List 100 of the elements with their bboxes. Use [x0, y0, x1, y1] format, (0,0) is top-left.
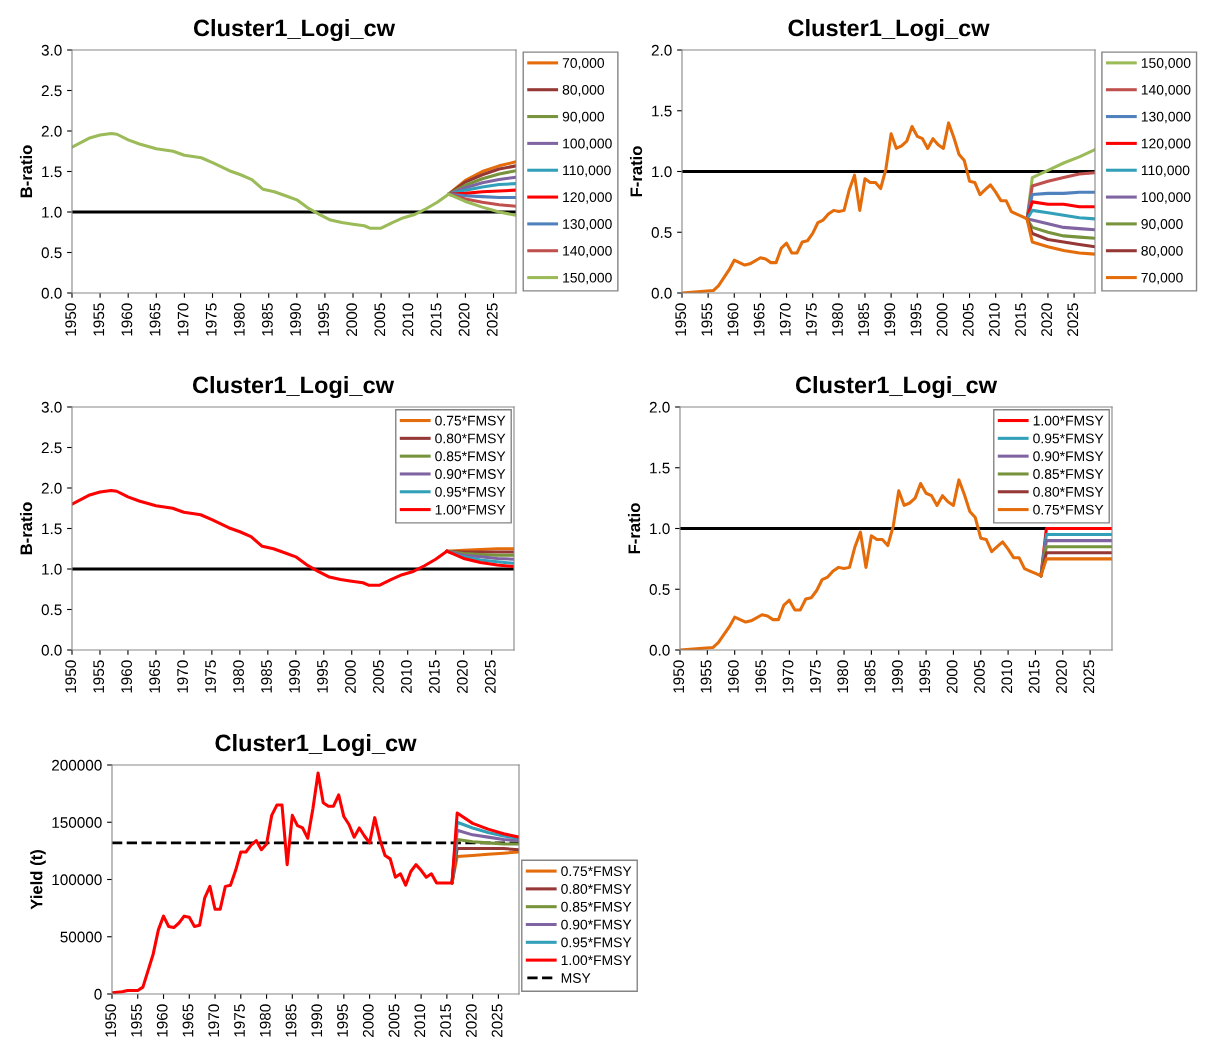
x-tick-label: 2010	[1001, 660, 1013, 693]
x-tick-label: 1990	[290, 303, 301, 336]
x-tick-label: 1985	[858, 303, 870, 336]
legend-label: 0.85*FMSY	[561, 901, 632, 912]
x-tick-label: 1975	[205, 660, 216, 693]
legend-label: 110,000	[1141, 165, 1190, 177]
legend-label: 0.75*FMSY	[435, 415, 506, 426]
x-tick-label: 2015	[1015, 303, 1026, 336]
x-tick-label: 2005	[962, 303, 974, 336]
x-tick-label: 2010	[414, 1004, 426, 1037]
legend-label: 0.85*FMSY	[435, 451, 506, 462]
x-tick-label: 1975	[805, 303, 817, 336]
legend-label: 100,000	[1141, 192, 1191, 204]
x-tick-label: 1965	[149, 660, 161, 693]
legend-label: 70,000	[1141, 272, 1183, 285]
x-tick-label: 1995	[919, 660, 931, 693]
x-tick-label: 2025	[486, 303, 498, 336]
y-tick-label: 3.0	[41, 401, 62, 413]
legend-label: 130,000	[1141, 111, 1191, 124]
x-tick-label: 1980	[837, 660, 849, 693]
legend-label: 80,000	[1141, 245, 1183, 258]
legend-label: 0.95*FMSY	[561, 937, 632, 948]
x-tick-label: 1955	[700, 660, 712, 693]
x-tick-label: 1990	[311, 1004, 323, 1037]
y-tick-label: 2.0	[41, 125, 62, 137]
y-axis-title: F-ratio	[629, 146, 643, 197]
x-tick-label: 2025	[1083, 660, 1095, 693]
x-tick-label: 1980	[233, 660, 244, 693]
y-tick-label: 0.0	[651, 287, 672, 299]
y-tick-label: 0.5	[41, 604, 62, 616]
y-tick-label: 1.0	[42, 563, 62, 575]
x-tick-label: 2025	[491, 1004, 503, 1037]
y-tick-label: 150000	[52, 817, 102, 828]
legend-label: 0.95*FMSY	[1033, 433, 1104, 444]
x-tick-label: 1975	[234, 1004, 245, 1037]
x-tick-label: 1960	[156, 1004, 168, 1037]
x-tick-label: 1955	[701, 303, 713, 336]
x-tick-label: 2005	[974, 660, 985, 693]
x-tick-label: 1995	[317, 660, 328, 693]
y-tick-label: 0.5	[41, 247, 62, 259]
x-tick-label: 1960	[727, 303, 739, 336]
legend-label: 0.75*FMSY	[561, 866, 632, 877]
x-tick-label: 2010	[400, 660, 412, 693]
x-tick-label: 1990	[289, 660, 300, 693]
x-tick-label: 2010	[402, 303, 414, 336]
x-tick-label: 1965	[182, 1004, 194, 1037]
chart-title: Cluster1_Logi_cw	[192, 376, 395, 399]
y-tick-label: 1.5	[650, 462, 670, 474]
x-tick-label: 1960	[121, 303, 133, 336]
x-tick-label: 1995	[910, 303, 922, 336]
x-tick-label: 1980	[233, 303, 245, 336]
legend-label: 120,000	[1141, 138, 1191, 151]
x-tick-label: 2000	[946, 660, 958, 693]
x-tick-label: 1970	[208, 1004, 220, 1037]
y-tick-label: 200000	[52, 759, 102, 771]
legend-label: 0.80*FMSY	[435, 433, 506, 444]
x-tick-label: 1975	[809, 660, 821, 693]
y-tick-label: 0.0	[649, 644, 670, 656]
x-tick-label: 2020	[1041, 303, 1053, 336]
y-tick-label: 0.0	[41, 644, 62, 656]
chart-title: Cluster1_Logi_cw	[795, 376, 998, 399]
y-tick-label: 0.5	[651, 227, 672, 238]
x-tick-label: 1980	[259, 1004, 271, 1037]
y-tick-label: 2.5	[41, 85, 62, 97]
x-tick-label: 2000	[936, 303, 948, 336]
x-tick-label: 1990	[892, 660, 903, 693]
x-tick-label: 1970	[177, 303, 189, 336]
legend-label: 90,000	[562, 111, 605, 124]
y-tick-label: 0	[94, 988, 102, 1000]
y-tick-label: 2.0	[649, 401, 670, 413]
legend-label: 0.80*FMSY	[561, 884, 632, 894]
x-tick-label: 1950	[675, 303, 687, 336]
x-tick-label: 1990	[884, 303, 896, 336]
x-tick-label: 1985	[261, 303, 273, 336]
x-tick-label: 2020	[465, 1004, 477, 1037]
x-tick-label: 1960	[121, 660, 133, 693]
legend-label: 0.90*FMSY	[1033, 451, 1104, 462]
y-tick-label: 1.5	[652, 105, 672, 117]
x-tick-label: 2005	[374, 303, 386, 336]
x-tick-label: 1970	[779, 303, 791, 336]
x-tick-label: 1995	[318, 303, 330, 336]
legend-label: 110,000	[563, 165, 611, 177]
y-axis-title: F-ratio	[627, 503, 641, 554]
x-tick-label: 2025	[1067, 303, 1079, 336]
y-tick-label: 1.0	[42, 206, 62, 218]
x-tick-label: 2020	[458, 303, 470, 336]
x-tick-label: 2000	[362, 1004, 374, 1037]
legend-label: 0.95*FMSY	[435, 486, 506, 497]
legend-label: 0.90*FMSY	[561, 919, 632, 930]
y-tick-label: 100000	[52, 874, 102, 886]
x-tick-label: 1950	[65, 303, 77, 336]
x-tick-label: 2005	[388, 1004, 400, 1037]
y-tick-label: 0.0	[41, 287, 62, 299]
x-tick-label: 1955	[93, 303, 105, 336]
x-tick-label: 1965	[755, 660, 767, 693]
x-tick-label: 1965	[753, 303, 765, 336]
x-tick-label: 1995	[337, 1004, 348, 1037]
x-tick-label: 2020	[1056, 660, 1067, 693]
x-tick-label: 2015	[430, 303, 442, 336]
y-tick-label: 1.5	[42, 523, 62, 535]
